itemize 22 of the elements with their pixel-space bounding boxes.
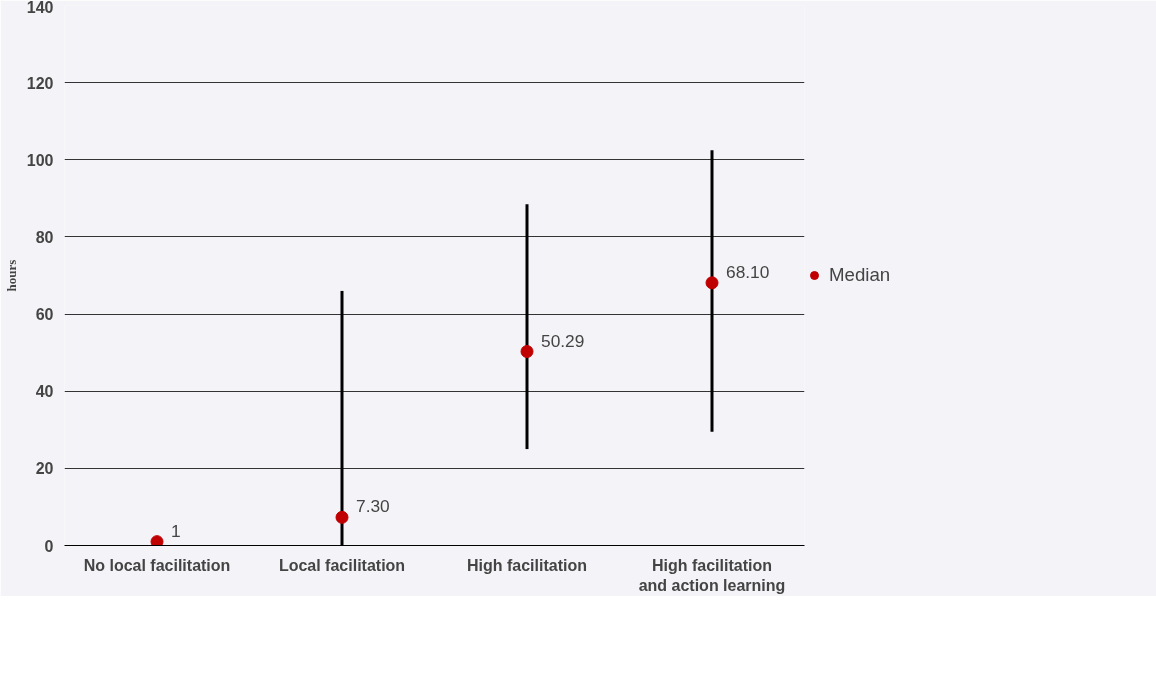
- x-tick-label: No local facilitation: [83, 556, 231, 574]
- x-tick-label: High facilitation and action learning: [638, 556, 786, 594]
- y-tick-label: 60: [35, 306, 54, 324]
- legend-label: Median: [829, 264, 891, 286]
- point: [705, 276, 719, 290]
- point: [520, 345, 534, 359]
- data-label: 7.30: [356, 496, 390, 517]
- y-axis-title: hours: [3, 259, 19, 292]
- y-tick-label: 80: [35, 228, 54, 246]
- x-tick-label: High facilitation: [467, 556, 587, 574]
- x-tick-label: Local facilitation: [278, 556, 406, 574]
- y-tick-label: 20: [35, 460, 54, 478]
- data-label: 68.10: [726, 261, 770, 282]
- data-label: 1: [171, 520, 181, 541]
- y-tick-label: 40: [35, 383, 54, 401]
- y-tick-label: 120: [26, 74, 54, 92]
- y-tick-label: 100: [26, 151, 54, 169]
- point: [150, 535, 164, 546]
- y-tick-label: 0: [44, 537, 54, 555]
- y-tick-label: 140: [26, 0, 54, 16]
- data-label: 50.29: [541, 330, 585, 351]
- point: [335, 510, 349, 524]
